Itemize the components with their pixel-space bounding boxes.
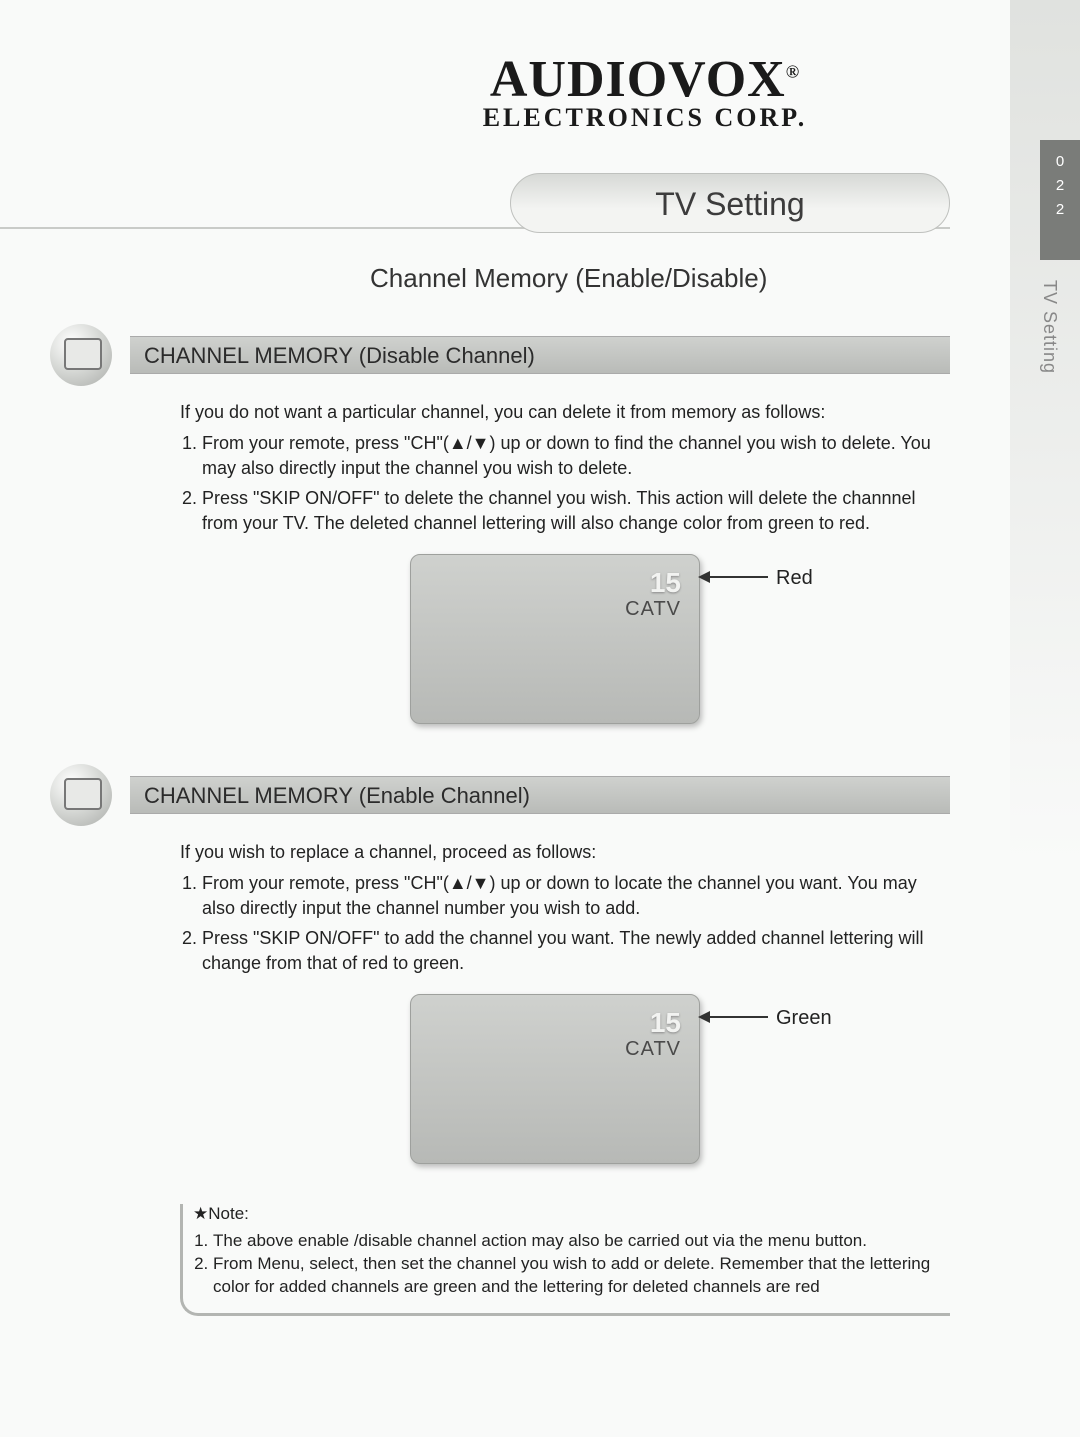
section-body: If you do not want a particular channel,… bbox=[180, 400, 950, 734]
callout-label: Red bbox=[776, 564, 813, 592]
title-pill: TV Setting bbox=[510, 173, 950, 233]
section-steps: From your remote, press "CH"(▲/▼) up or … bbox=[202, 871, 950, 976]
note-box: ★Note: The above enable /disable channel… bbox=[180, 1204, 950, 1316]
brand-name: AUDIOVOX® bbox=[420, 50, 870, 109]
page: 0 2 2 TV Setting AUDIOVOX® ELECTRONICS C… bbox=[0, 0, 1080, 1437]
side-num-0: 0 bbox=[1040, 150, 1080, 174]
side-section-label: TV Setting bbox=[1039, 280, 1060, 374]
mascot-icon bbox=[50, 324, 112, 386]
note-head: ★Note: bbox=[193, 1204, 950, 1224]
tv-illustration: 15 CATV Red bbox=[410, 554, 950, 734]
step: From your remote, press "CH"(▲/▼) up or … bbox=[202, 431, 950, 481]
step: Press "SKIP ON/OFF" to delete the channe… bbox=[202, 486, 950, 536]
section-intro: If you wish to replace a channel, procee… bbox=[180, 840, 950, 865]
tv-source: CATV bbox=[625, 1035, 681, 1063]
section-steps: From your remote, press "CH"(▲/▼) up or … bbox=[202, 431, 950, 536]
step: Press "SKIP ON/OFF" to add the channel y… bbox=[202, 926, 950, 976]
step: From your remote, press "CH"(▲/▼) up or … bbox=[202, 871, 950, 921]
page-subtitle: Channel Memory (Enable/Disable) bbox=[370, 263, 1080, 294]
tv-screen: 15 CATV bbox=[410, 554, 700, 724]
section-intro: If you do not want a particular channel,… bbox=[180, 400, 950, 425]
callout-label: Green bbox=[776, 1004, 832, 1032]
brand-reg: ® bbox=[786, 62, 800, 82]
section-enable: CHANNEL MEMORY (Enable Channel) If you w… bbox=[110, 764, 950, 1174]
section-head: CHANNEL MEMORY (Enable Channel) bbox=[110, 764, 950, 826]
tv-source: CATV bbox=[625, 595, 681, 623]
section-title: CHANNEL MEMORY (Enable Channel) bbox=[130, 776, 950, 814]
brand-subtitle: ELECTRONICS CORP. bbox=[420, 103, 870, 133]
callout-arrow bbox=[708, 1016, 768, 1018]
section-head: CHANNEL MEMORY (Disable Channel) bbox=[110, 324, 950, 386]
note-body: The above enable /disable channel action… bbox=[183, 1230, 950, 1299]
callout-arrow bbox=[708, 576, 768, 578]
brand-name-text: AUDIOVOX bbox=[490, 51, 786, 108]
title-row: TV Setting bbox=[0, 173, 1080, 237]
tv-illustration: 15 CATV Green bbox=[410, 994, 950, 1174]
note-item: The above enable /disable channel action… bbox=[213, 1230, 950, 1253]
note-item: From Menu, select, then set the channel … bbox=[213, 1253, 950, 1299]
tv-screen: 15 CATV bbox=[410, 994, 700, 1164]
section-disable: CHANNEL MEMORY (Disable Channel) If you … bbox=[110, 324, 950, 734]
mascot-icon bbox=[50, 764, 112, 826]
brand-block: AUDIOVOX® ELECTRONICS CORP. bbox=[420, 50, 870, 133]
section-body: If you wish to replace a channel, procee… bbox=[180, 840, 950, 1174]
section-title: CHANNEL MEMORY (Disable Channel) bbox=[130, 336, 950, 374]
